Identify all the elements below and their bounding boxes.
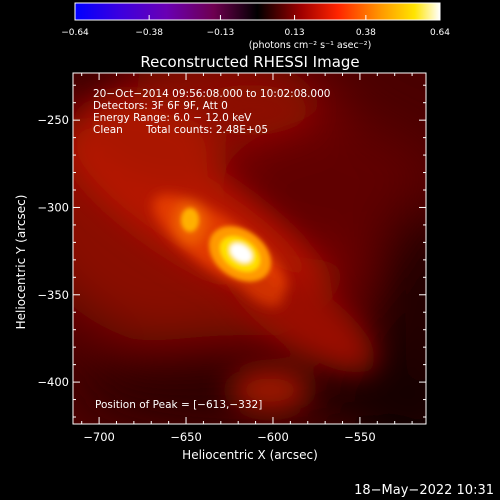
colorbar-gradient xyxy=(74,2,441,21)
colorbar-tick-label: −0.38 xyxy=(135,28,163,38)
x-tick-label: −600 xyxy=(257,430,289,444)
annotation-counts: Total counts: 2.48E+05 xyxy=(145,124,268,136)
x-axis-label: Heliocentric X (arcsec) xyxy=(182,448,318,462)
y-axis-label: Heliocentric Y (arcsec) xyxy=(14,195,28,330)
y-tick-label: −350 xyxy=(37,288,69,302)
colorbar-tick-label: 0.64 xyxy=(430,28,450,38)
colorbar-tick-label: −0.64 xyxy=(61,28,89,38)
annotation-energy: Energy Range: 6.0 − 12.0 keV xyxy=(93,112,252,124)
colorbar: −0.64 −0.38 −0.13 0.13 0.38 0.64 (photons cm⁻… xyxy=(61,2,450,51)
y-tick-label: −400 xyxy=(37,375,69,389)
x-tick-label: −650 xyxy=(170,430,202,444)
plot-frame xyxy=(72,72,427,425)
y-axis: −400 −350 −300 −250 xyxy=(37,84,426,418)
colorbar-tick-label: −0.13 xyxy=(207,28,235,38)
annotation-peak: Position of Peak = [−613,−332] xyxy=(95,399,262,411)
y-tick-label: −300 xyxy=(37,200,69,214)
colorbar-ticks: −0.64 −0.38 −0.13 0.13 0.38 0.64 xyxy=(61,15,450,38)
x-tick-label: −700 xyxy=(83,430,115,444)
x-axis: −700 −650 −600 −550 xyxy=(81,73,413,444)
info-annotations: 20−Oct−2014 09:56:08.000 to 10:02:08.000… xyxy=(93,88,330,411)
colorbar-units: (photons cm⁻² s⁻¹ asec⁻²) xyxy=(249,40,372,51)
footer-timestamp: 18−May−2022 10:31 xyxy=(354,483,494,498)
annotation-clean: Clean xyxy=(93,124,123,136)
x-tick-label: −550 xyxy=(344,430,376,444)
y-tick-label: −250 xyxy=(37,113,69,127)
heatmap-image xyxy=(73,73,426,424)
annotation-detectors: Detectors: 3F 6F 9F, Att 0 xyxy=(93,100,228,112)
chart-title: Reconstructed RHESSI Image xyxy=(140,53,359,71)
colorbar-tick-label: 0.38 xyxy=(356,28,376,38)
annotation-time: 20−Oct−2014 09:56:08.000 to 10:02:08.000 xyxy=(93,88,330,100)
colorbar-tick-label: 0.13 xyxy=(285,28,305,38)
